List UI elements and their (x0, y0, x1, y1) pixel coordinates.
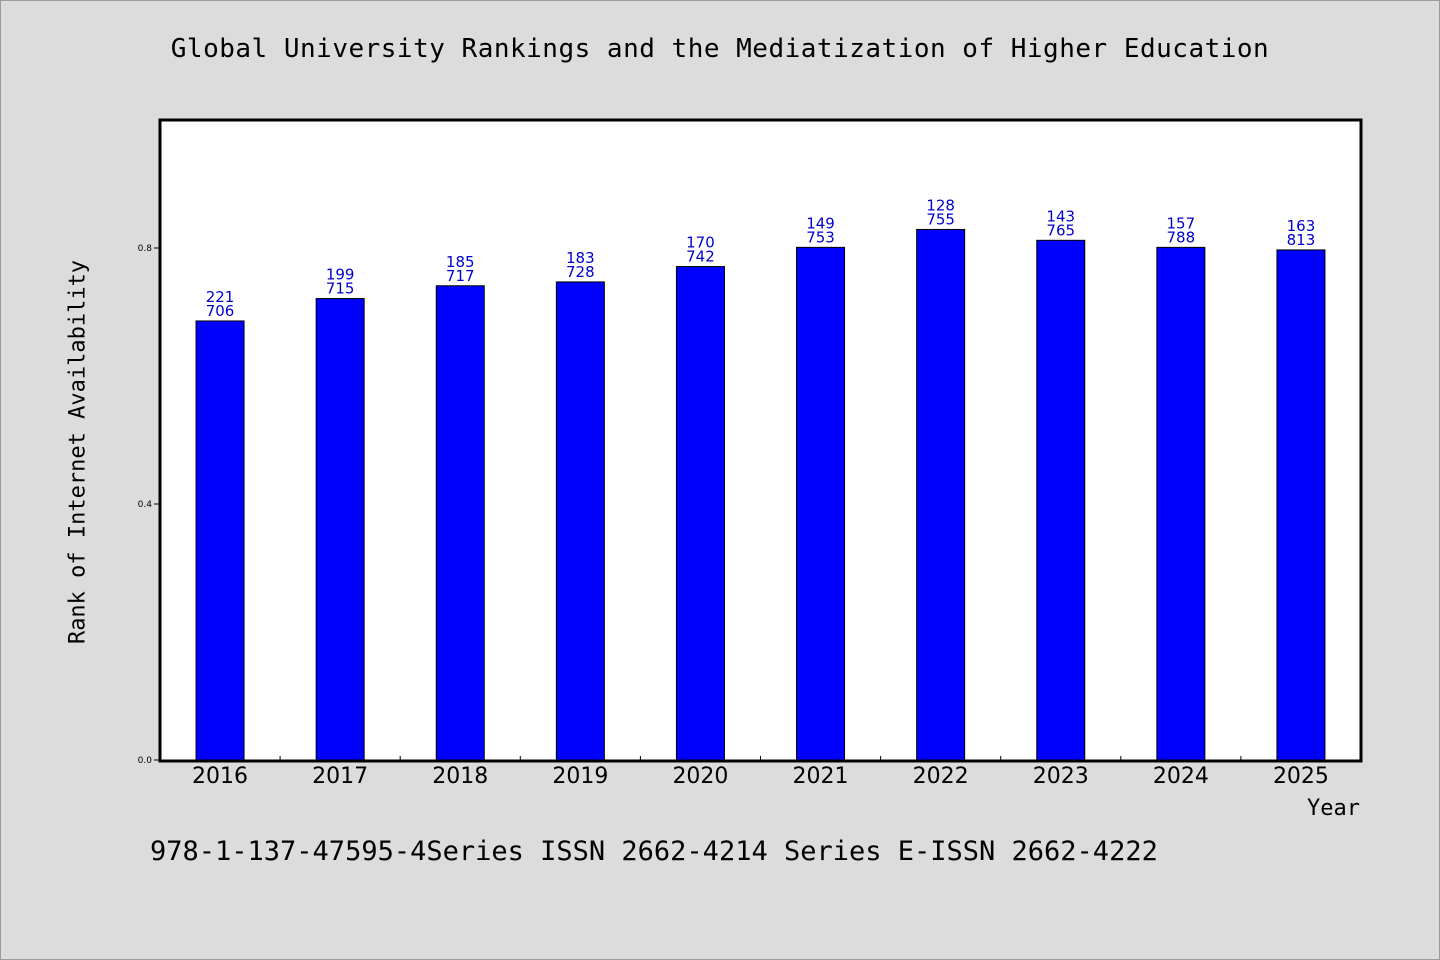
data-label-bottom-2024: 788 (1167, 228, 1196, 246)
y-tick-label: 0.8 (138, 244, 153, 254)
data-label-top-2020: 170 (686, 234, 715, 252)
x-tick-label-2020: 2020 (672, 764, 728, 789)
bar-2022 (916, 228, 966, 761)
x-tick-label-2025: 2025 (1273, 764, 1329, 789)
data-label-bottom-2022: 755 (926, 210, 955, 228)
data-label-top-2022: 128 (926, 196, 955, 214)
data-label-top-2021: 149 (806, 214, 835, 232)
data-label-top-2019: 183 (566, 249, 595, 267)
bar-2019 (555, 281, 605, 761)
data-label-bottom-2019: 728 (566, 263, 595, 281)
data-label-top-2024: 157 (1167, 214, 1196, 232)
bar-2016 (195, 320, 245, 761)
data-label-top-2016: 221 (206, 288, 235, 306)
data-label-bottom-2023: 765 (1046, 221, 1075, 239)
y-tick-label: 0.0 (138, 756, 153, 766)
bar-2020 (675, 266, 725, 761)
y-ticks-group: 0.0 0.4 0.8 (138, 244, 160, 766)
bars-group (195, 228, 1326, 761)
x-tick-label-2019: 2019 (552, 764, 608, 789)
x-tick-label-2017: 2017 (312, 764, 368, 789)
x-tick-label-2023: 2023 (1033, 764, 1089, 789)
x-tick-label-2022: 2022 (913, 764, 969, 789)
x-tick-label-2021: 2021 (793, 764, 849, 789)
data-label-top-2025: 163 (1287, 217, 1316, 235)
x-tick-label-2016: 2016 (192, 764, 248, 789)
bar-2021 (796, 246, 846, 761)
data-label-bottom-2016: 706 (206, 302, 235, 320)
bar-2017 (315, 298, 365, 761)
data-labels-group: 2217061997151857171837281707421497531287… (206, 196, 1316, 320)
bar-2025 (1276, 249, 1326, 761)
data-label-top-2018: 185 (446, 253, 475, 271)
bar-2024 (1156, 246, 1206, 761)
data-label-bottom-2017: 715 (326, 280, 355, 298)
x-tick-label-2018: 2018 (432, 764, 488, 789)
data-label-top-2017: 199 (326, 266, 355, 284)
x-ticks-group: 2016 2017 2018 2019 2020 2021 2022 2023 2024 2025 (192, 756, 1329, 789)
data-label-top-2023: 143 (1046, 207, 1075, 225)
footer-isbn: 978-1-137-47595-4Series ISSN 2662-4214 S… (150, 836, 1158, 867)
x-tick-label-2024: 2024 (1153, 764, 1209, 789)
chart-title: Global University Rankings and the Media… (170, 34, 1270, 64)
y-tick-label: 0.4 (138, 500, 153, 510)
bar-2018 (435, 285, 485, 761)
data-label-bottom-2021: 753 (806, 228, 835, 246)
bar-2023 (1036, 239, 1086, 761)
data-label-bottom-2025: 813 (1287, 231, 1316, 249)
data-label-bottom-2018: 717 (446, 267, 475, 285)
data-label-bottom-2020: 742 (686, 248, 715, 266)
x-axis-label: Year (1307, 796, 1360, 821)
